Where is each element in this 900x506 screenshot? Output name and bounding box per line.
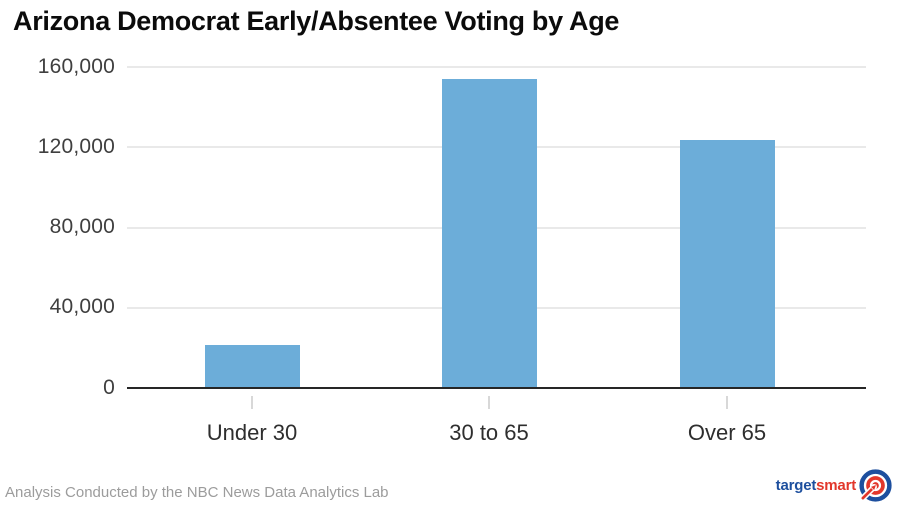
bar-30-to-65: [442, 79, 537, 388]
footer-credit: Analysis Conducted by the NBC News Data …: [5, 484, 389, 501]
bar-under-30: [205, 344, 300, 388]
x-axis-line: [127, 387, 866, 389]
x-axis-category-label: 30 to 65: [449, 420, 529, 445]
logo-word-smart: smart: [816, 477, 856, 494]
x-axis-category-label: Over 65: [687, 420, 767, 445]
bullseye-arrow-icon: [859, 469, 892, 502]
x-axis-category-label: Under 30: [206, 420, 298, 445]
plot-area: [127, 66, 866, 389]
x-axis-tick: [251, 396, 253, 409]
y-axis-tick-label: 0: [103, 376, 115, 399]
gridline: [127, 66, 866, 68]
logo-word-target: target: [775, 477, 817, 494]
bar-over-65: [680, 140, 775, 388]
x-axis-tick: [726, 396, 728, 409]
targetsmart-logo: targetsmart: [776, 469, 892, 502]
x-axis-tick: [488, 396, 490, 409]
y-axis-tick-label: 80,000: [49, 215, 115, 238]
y-axis-tick-label: 120,000: [37, 135, 115, 158]
y-axis-tick-label: 40,000: [49, 295, 115, 318]
chart-title: Arizona Democrat Early/Absentee Voting b…: [13, 6, 620, 36]
logo-wordmark: targetsmart: [775, 477, 857, 494]
y-axis-tick-label: 160,000: [37, 55, 115, 78]
